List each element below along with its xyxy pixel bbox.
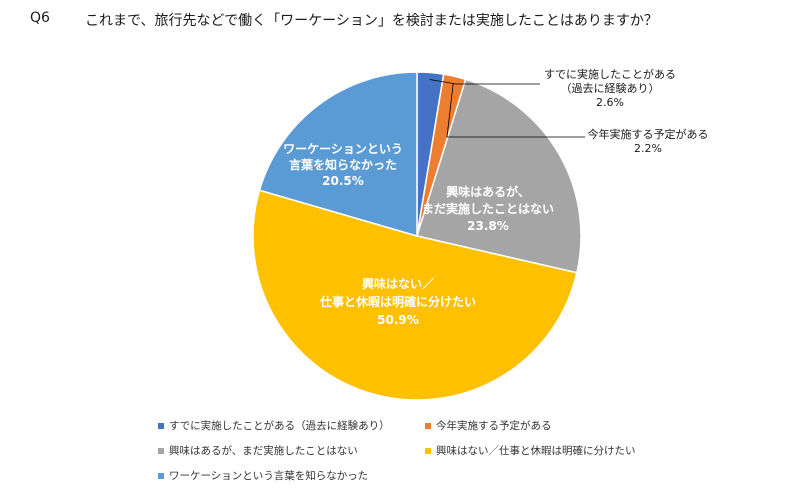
legend-label: 興味はあるが、まだ実施したことはない [169,445,358,457]
pie-slice-3 [416,78,582,274]
callout-line-2 [446,83,585,138]
legend-item-5: ワーケーションという言葉を知らなかった [158,468,368,483]
pie-slice-5 [258,71,418,237]
question-title: これまで、旅行先などで働く「ワーケーション」を検討または実施したことはありますか… [85,13,658,29]
legend-swatch [425,422,431,429]
legend-label: 今年実施する予定がある [436,420,552,432]
data-label-3: 興味はあるが、まだ実施したことはない 23.8% [422,184,554,233]
legend-item-4: 興味はない／仕事と休暇は明確に分けたい [425,443,636,458]
legend-item-3: 興味はあるが、まだ実施したことはない [158,443,358,458]
legend-item-2: 今年実施する予定がある [425,418,552,433]
callout-line-1 [429,79,540,85]
legend-swatch [158,472,164,479]
data-label-1: すでに実施したことがある（過去に経験あり） 2.6% [544,67,676,109]
legend-label: ワーケーションという言葉を知らなかった [169,470,369,482]
legend-label: 興味はない／仕事と休暇は明確に分けたい [436,445,636,457]
legend-swatch [158,422,164,429]
data-label-4: 興味はない／仕事と休暇は明確に分けたい 50.9% [319,276,476,327]
data-label-5: ワーケーションという言葉を知らなかった 20.5% [283,142,403,188]
legend-swatch [425,447,431,454]
data-label-2: 今年実施する予定がある 2.2% [588,127,709,155]
question-number: Q6 [30,10,50,26]
legend-swatch [158,447,164,454]
legend-label: すでに実施したことがある（過去に経験あり） [169,420,390,432]
legend-item-1: すでに実施したことがある（過去に経験あり） [158,418,390,433]
pie-slice-4 [252,189,578,401]
